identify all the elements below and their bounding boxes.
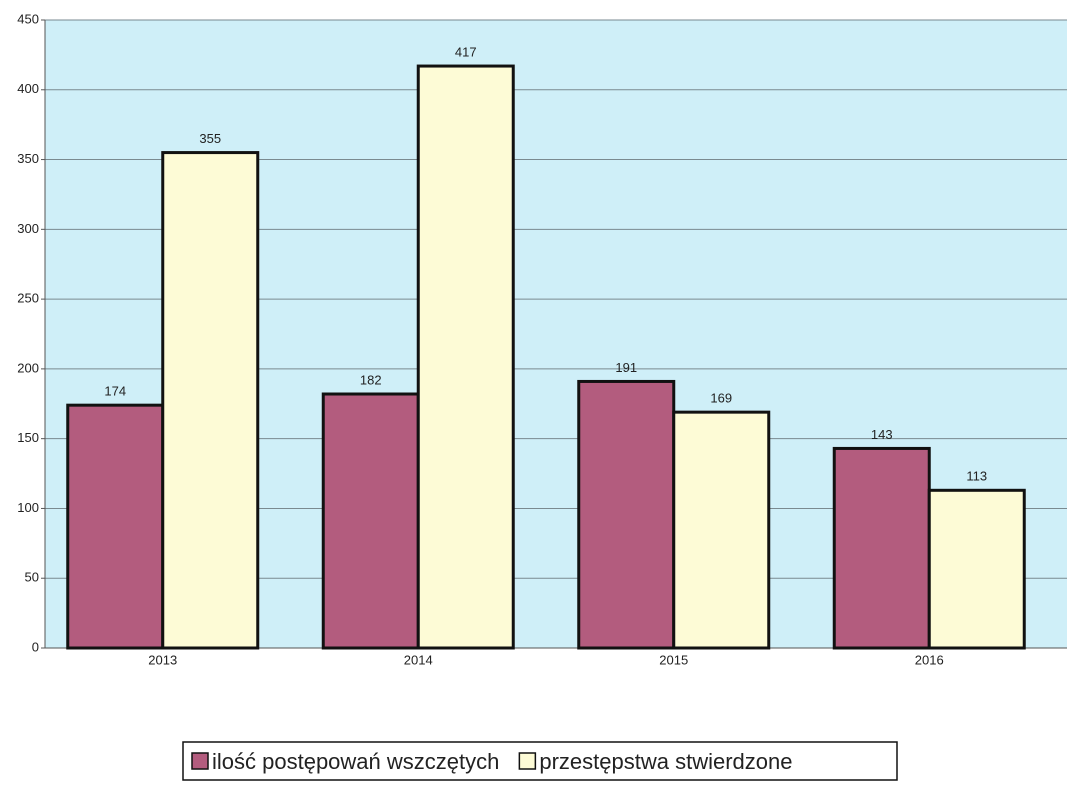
value-label: 417 bbox=[455, 44, 477, 59]
bar bbox=[577, 379, 676, 650]
bar bbox=[927, 488, 1026, 650]
legend-swatch bbox=[518, 752, 537, 770]
value-label: 355 bbox=[199, 131, 221, 146]
y-tick-label: 100 bbox=[17, 500, 39, 515]
y-tick-label: 150 bbox=[17, 430, 39, 445]
legend-swatch bbox=[191, 752, 209, 770]
legend-box bbox=[182, 741, 898, 781]
value-label: 182 bbox=[360, 372, 382, 387]
x-tick-label: 2015 bbox=[659, 652, 688, 667]
x-tick-label: 2014 bbox=[404, 652, 433, 667]
value-label: 169 bbox=[710, 391, 732, 406]
value-label: 113 bbox=[966, 469, 987, 484]
value-label: 174 bbox=[104, 384, 126, 399]
legend-label: przestępstwa stwierdzone bbox=[539, 749, 792, 774]
legend: ilość postępowań wszczętych przestępstwa … bbox=[182, 741, 898, 781]
y-tick-label: 200 bbox=[17, 360, 39, 375]
bar bbox=[832, 446, 931, 650]
value-label: 191 bbox=[615, 360, 637, 375]
x-tick-label: 2013 bbox=[148, 652, 177, 667]
legend-label: ilość postępowań wszczętych bbox=[212, 749, 499, 774]
value-label: 143 bbox=[871, 427, 893, 442]
y-tick-label: 450 bbox=[17, 11, 39, 26]
x-tick-label: 2016 bbox=[915, 652, 944, 667]
bar bbox=[66, 403, 165, 650]
y-tick-label: 400 bbox=[17, 81, 39, 96]
y-tick-label: 250 bbox=[17, 291, 39, 306]
y-tick-label: 50 bbox=[25, 570, 39, 585]
y-tick-label: 300 bbox=[17, 221, 39, 236]
bar bbox=[416, 64, 515, 650]
y-tick-label: 350 bbox=[17, 151, 39, 166]
bar bbox=[321, 392, 420, 650]
y-tick-label: 0 bbox=[32, 639, 39, 654]
bar bbox=[161, 151, 260, 650]
bar bbox=[672, 410, 771, 650]
